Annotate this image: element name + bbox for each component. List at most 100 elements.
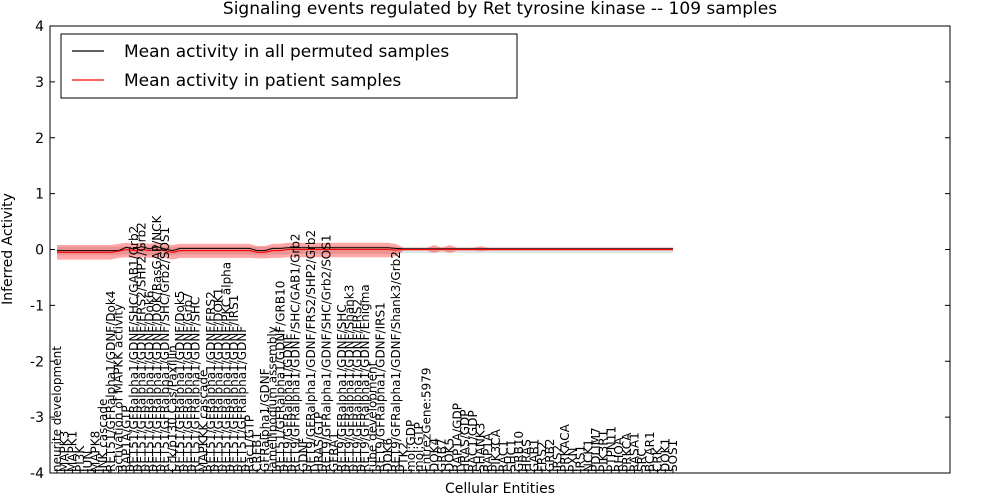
x-tick-label: RET9/GFRalpha1/GDNF	[281, 333, 295, 472]
y-tick-label: 1	[35, 187, 44, 203]
series-line-permuted	[57, 246, 673, 252]
legend-box	[60, 33, 518, 99]
y-tick-label: 3	[35, 75, 44, 91]
x-tick-label: GRB2	[543, 438, 557, 472]
x-tick-label: RET51/GFRalpha1/GDNF/Dok5	[173, 291, 187, 472]
x-axis-label: Cellular Entities	[445, 481, 555, 497]
x-tick-label: RET51/GFRalpha1/GDNF/SHC/GAB1/Grb2	[127, 226, 141, 472]
x-tick-label: JUN	[81, 451, 95, 473]
x-tick-label: RET9/GFRalpha1/GDNF/SHC/GAB1/Grb2	[289, 233, 303, 472]
x-tick-label: MAPKKK cascade	[196, 370, 210, 472]
x-tick-label: RET51/GFRalpha1/GDNF/PKC alpha	[219, 262, 233, 472]
x-tick-label: RET51/GFRalpha1/GDNF/Dok4	[104, 291, 118, 472]
x-tick-label: PRKACA	[558, 423, 572, 472]
x-tick-label: GAB1	[527, 439, 541, 472]
x-tick-label: CRK	[651, 446, 665, 472]
x-tick-label: BCAR1	[643, 431, 657, 472]
x-tick-label: RET9/GFRalpha1/GDNF/SHC/Grb2/SOS1	[320, 234, 334, 472]
x-tick-label: HRAS/GTP	[312, 412, 326, 472]
series-line-patient	[57, 248, 673, 253]
x-tick-label: IRS1	[574, 445, 588, 472]
x-tick-label: RAP1A/GTP	[119, 405, 133, 472]
x-tick-label: RET9/GFRalpha1/GDNF/Shank3	[343, 285, 357, 472]
y-tick-label: -2	[30, 354, 44, 370]
patient-band	[57, 242, 673, 260]
x-tick-label: RASA1	[628, 432, 642, 472]
x-tick-label: RET51/GFRalpha1/GDNF/DOK1	[212, 288, 226, 472]
x-tick-label: RET9/GFRalpha1/GDNF/FRS2	[350, 299, 364, 472]
x-tick-label: MAPK3	[58, 431, 72, 472]
x-tick-label: lamellipodium assembly	[266, 326, 280, 472]
x-tick-label: RET9/GFRalpha1/GDNF/Enigma	[358, 284, 372, 472]
x-tick-label: tube development	[366, 361, 380, 472]
x-tick-label: PI3K	[73, 445, 87, 472]
x-tick-label: RAC1/GDP	[466, 410, 480, 472]
y-axis-label: Inferred Activity	[0, 193, 16, 305]
x-tick-label: PTK2	[397, 442, 411, 472]
x-tick-label: SHANK3	[474, 423, 488, 472]
x-tick-label: MAPK1	[65, 431, 79, 472]
chart-title: Signaling events regulated by Ret tyrosi…	[223, 0, 777, 19]
series-lines	[57, 246, 673, 253]
x-tick-label: FRS2	[535, 442, 549, 473]
x-tick-label: RET9/GFRalpha1/GDNF/SHC	[335, 304, 349, 472]
x-tick-label: activation of MAPKK activity	[112, 304, 126, 472]
y-tick-label: -4	[30, 466, 44, 482]
x-tick-label: RET51/GFRalpha1/GDNF/IRS1	[227, 295, 241, 472]
x-tick-label: HRAS	[520, 439, 534, 472]
x-tick-label: GFRA1	[327, 432, 341, 472]
x-tick-label: Rac1/GTP	[243, 415, 257, 472]
x-tick-label: RET9/GFRalpha1/GDNF/IRS1	[373, 302, 387, 472]
x-tick-label: SHC1	[504, 439, 518, 472]
x-tick-label: RET51/GFRalpha1/GDNF/FRS2	[204, 291, 218, 472]
x-tick-label: SRC	[635, 448, 649, 472]
x-tick-label: NCK1	[581, 439, 595, 472]
x-tick-label: DOK1	[658, 438, 672, 472]
x-tick-label: RET51/GFRalpha1/GDNF/Grb7	[181, 292, 195, 472]
x-tick-labels: neurite developmentMAPK3MAPK1PI3KJUNMAPK…	[50, 214, 680, 473]
x-tick-label: EntrezGene:5979	[420, 368, 434, 473]
x-tick-label: Crk/p130 Cas/Paxillin	[166, 345, 180, 472]
x-tick-label: RET51/GFRalpha1/GDNF/GRB10	[273, 281, 287, 472]
x-tick-label: CREB1	[250, 432, 264, 472]
y-axis-ticks: -4 -3 -2 -1 0 1 2 3 4	[30, 19, 950, 482]
x-tick-label: IRS2	[551, 445, 565, 472]
x-tick-label: PDLIM7	[589, 427, 603, 472]
x-tick-label: GDNF	[296, 437, 310, 472]
plot-frame	[49, 25, 951, 474]
x-tick-label: PXN	[566, 448, 580, 472]
x-tick-label: RET51/GFRalpha1/GDNF/SHC/Grb2/SOS1	[158, 227, 172, 472]
x-tick-label: DOK4	[427, 438, 441, 472]
x-tick-label: neurite development	[50, 346, 64, 472]
x-tick-label: RET51/GFRalpha1/GDNF	[235, 326, 249, 472]
x-tick-label: DOK6	[381, 438, 395, 472]
x-tick-label: PTPN11	[604, 426, 618, 472]
x-tick-label: RET51/GFRalpha1/GDNF/DOK/RasGAP/NCK	[150, 214, 164, 472]
x-tick-label: GRB10	[512, 431, 526, 472]
x-tick-label: mol:GTP	[412, 422, 426, 472]
legend-label-patient: Mean activity in patient samples	[124, 71, 401, 91]
x-tick-label: RAC1	[497, 440, 511, 472]
x-tick-label: RAP1A	[481, 432, 495, 472]
x-tick-label: RHOA	[612, 436, 626, 472]
x-tick-label: RET51/GFRalpha1/GDNF/FRS2/SHP2/Grb2	[135, 222, 149, 472]
legend: Mean activity in all permuted samples Me…	[60, 33, 518, 99]
x-tick-label: RET51/GFRalpha1/GDNF/Dok6	[142, 291, 156, 472]
y-tick-label: 0	[35, 243, 44, 259]
y-tick-label: 2	[35, 131, 44, 147]
x-tick-label: GFRalpha1/GDNF	[258, 368, 272, 472]
y-tick-label: 4	[35, 19, 44, 35]
x-tick-label: SOS1	[666, 440, 680, 472]
x-tick-label: JNK cascade	[96, 399, 110, 473]
x-tick-label: RET9/GFRalpha1/GDNF/FRS2/SHP2/Grb2	[304, 230, 318, 472]
x-tick-label: DOK5	[443, 438, 457, 472]
x-tick-label: HRAS/GDP	[458, 409, 472, 472]
x-tick-label: MAPK8	[89, 431, 103, 472]
y-tick-label: -3	[30, 410, 44, 426]
x-tick-label: RET51/GFRalpha1/GDNF/SHC	[189, 297, 203, 472]
x-tick-label: mol:GDP	[404, 420, 418, 472]
x-tick-label: RET9/GFRalpha1/GDNF/Shank3/Grb2	[389, 251, 403, 472]
y-tick-label: -1	[30, 298, 44, 314]
legend-label-permuted: Mean activity in all permuted samples	[124, 42, 449, 62]
